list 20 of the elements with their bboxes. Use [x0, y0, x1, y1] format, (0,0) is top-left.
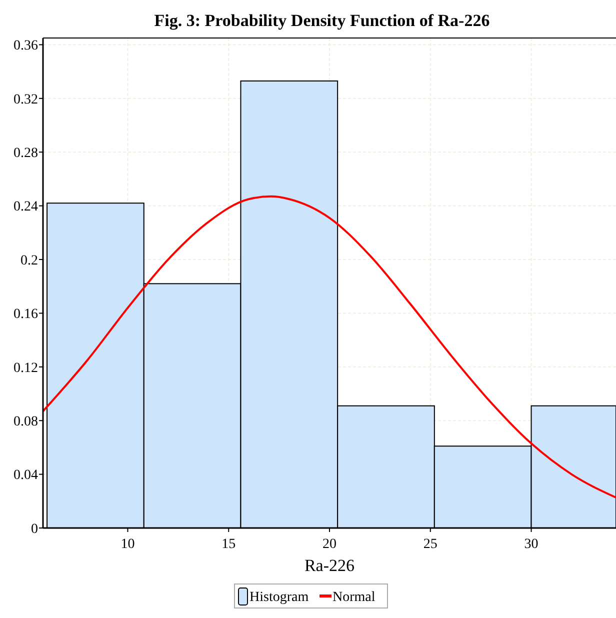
x-tick-label: 20 — [322, 537, 336, 552]
y-tick-label: 0.2 — [20, 253, 38, 268]
x-axis-title: Ra-226 — [304, 556, 355, 575]
y-tick-label: 0.04 — [14, 468, 38, 484]
y-tick-label: 0.36 — [14, 38, 38, 54]
chart-title: Fig. 3: Probability Density Function of Ra-226 — [154, 11, 490, 30]
legend-label: Histogram — [250, 590, 309, 605]
y-tick-label: 0.16 — [14, 307, 38, 322]
x-tick-label: 30 — [524, 537, 538, 552]
y-tick-label: 0.24 — [14, 200, 38, 215]
y-tick-label: 0.08 — [14, 414, 38, 430]
legend-label: Normal — [332, 590, 376, 605]
x-tick-label: 25 — [423, 537, 438, 552]
y-tick-label: 0.32 — [14, 92, 38, 108]
x-tick-label: 10 — [120, 537, 135, 552]
y-tick-label: 0.28 — [14, 146, 38, 162]
y-tick-label: 0 — [31, 522, 38, 537]
line-series — [42, 195, 616, 499]
x-tick-label: 15 — [222, 537, 236, 552]
y-tick-label: 0.12 — [14, 360, 38, 376]
